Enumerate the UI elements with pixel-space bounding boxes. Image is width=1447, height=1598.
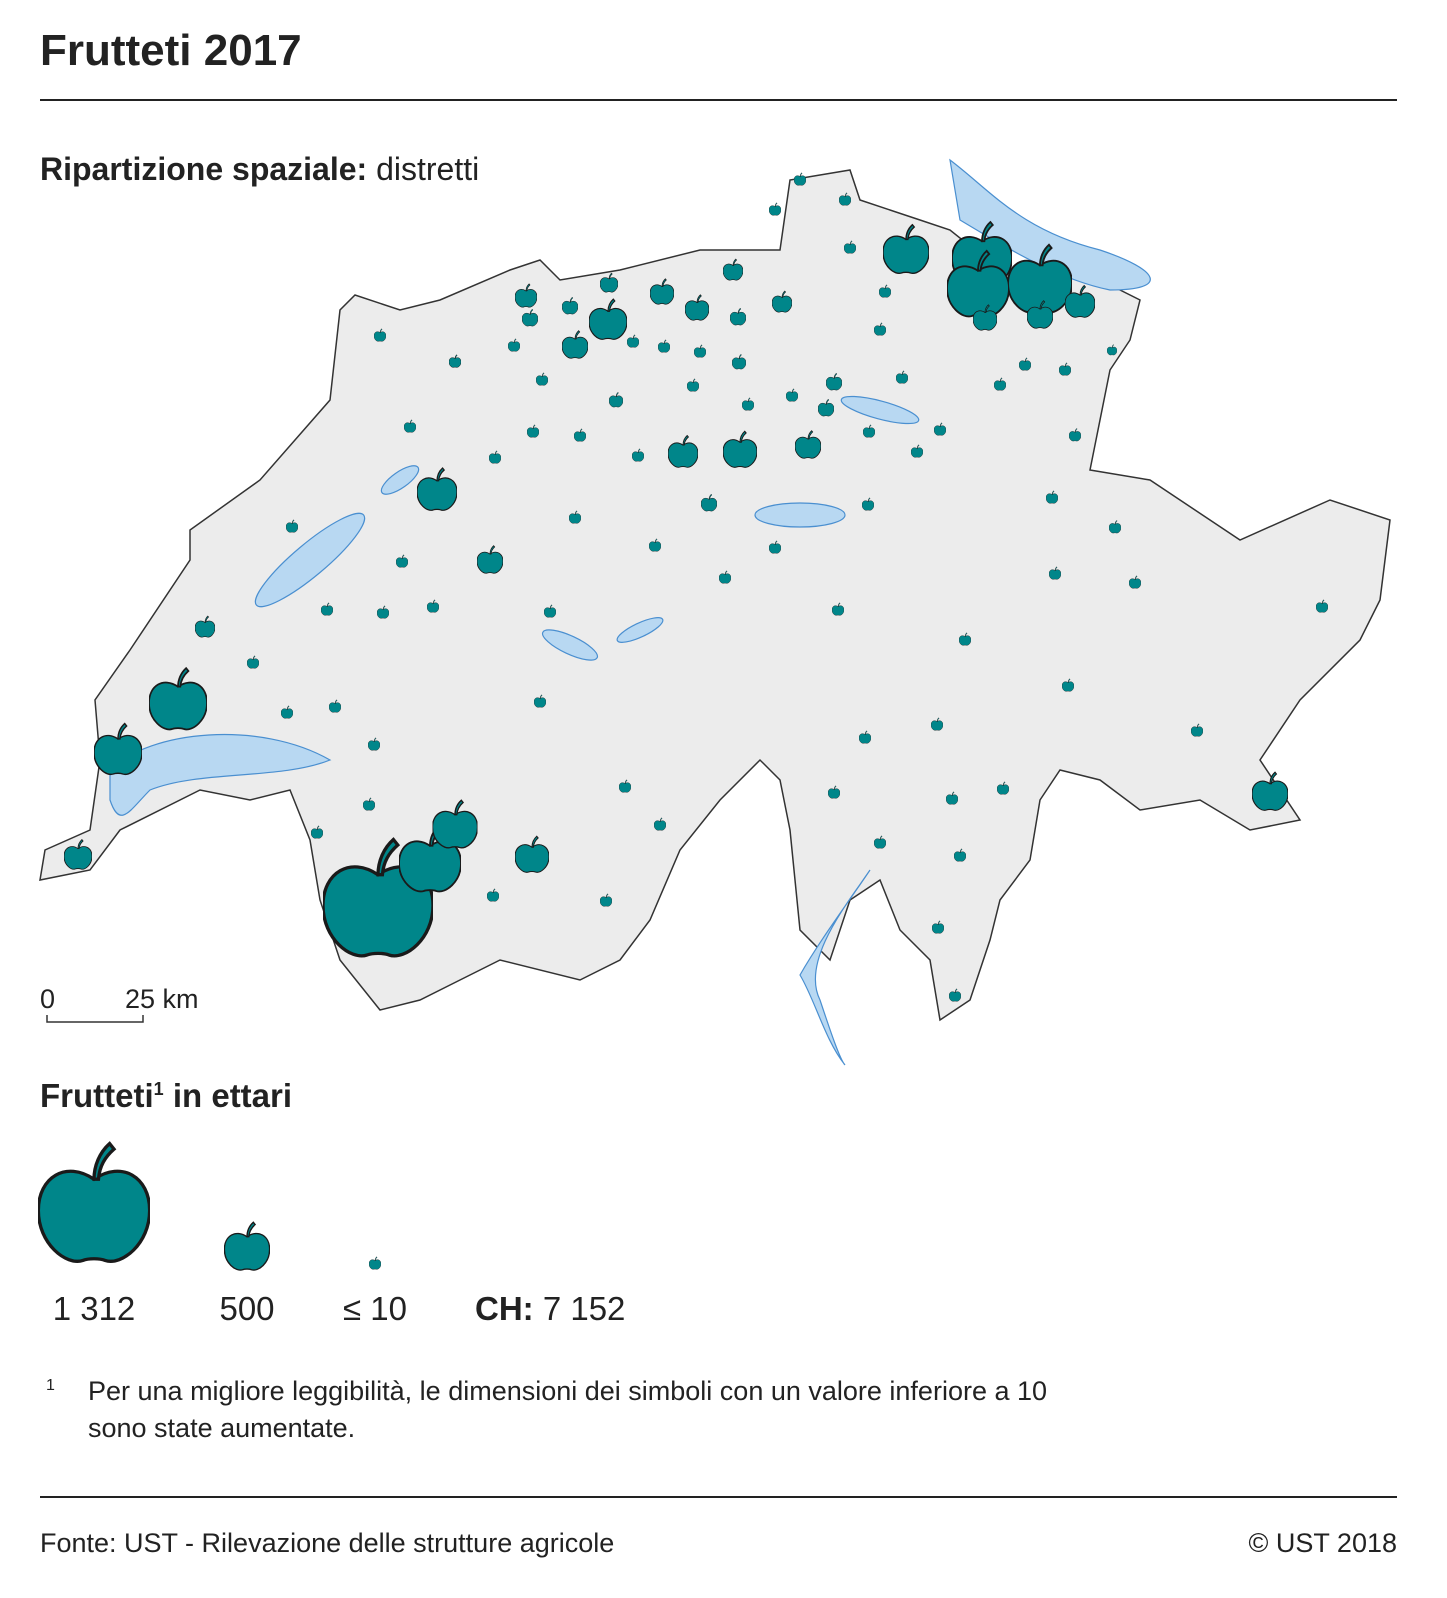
legend-symbol: [369, 1256, 381, 1270]
subtitle-rest: distretti: [376, 151, 479, 187]
legend-symbol: [224, 1221, 270, 1271]
map: [39, 158, 1391, 1066]
footnote-line: Per una migliore leggibilità, le dimensi…: [88, 1376, 1047, 1406]
legend-symbol: [38, 1141, 150, 1263]
legend-total: CH: 7 152: [475, 1290, 625, 1327]
map-symbol: [794, 172, 806, 186]
map-symbol: [769, 202, 781, 216]
scale-start: 0: [40, 984, 55, 1014]
lakes: [109, 158, 1151, 1066]
legend-label: 500: [219, 1290, 274, 1327]
legend-label: 1 312: [53, 1290, 136, 1327]
title: Frutteti 2017: [40, 26, 302, 75]
subtitle-bold: Ripartizione spaziale:: [40, 151, 367, 187]
legend-label: ≤ 10: [343, 1290, 407, 1327]
country-outline: [39, 169, 1391, 1022]
legend-title: Frutteti1 in ettari: [40, 1077, 292, 1114]
total-label: CH:: [475, 1290, 534, 1327]
subtitle: Ripartizione spaziale: distretti: [40, 151, 479, 187]
scale-bar: 0 25 km: [40, 984, 199, 1023]
source: Fonte: UST - Rilevazione delle strutture…: [40, 1528, 614, 1558]
scale-end: 25 km: [125, 984, 199, 1014]
legend-title-main: Frutteti: [40, 1077, 154, 1114]
scale-line: [46, 1015, 144, 1023]
footnote-marker: 1: [46, 1377, 55, 1394]
total-value: 7 152: [543, 1290, 626, 1327]
copyright: © UST 2018: [1249, 1528, 1397, 1558]
footnote-line: sono state aumentate.: [88, 1413, 355, 1443]
legend-sup: 1: [154, 1079, 164, 1099]
legend-title-rest: in ettari: [173, 1077, 292, 1114]
